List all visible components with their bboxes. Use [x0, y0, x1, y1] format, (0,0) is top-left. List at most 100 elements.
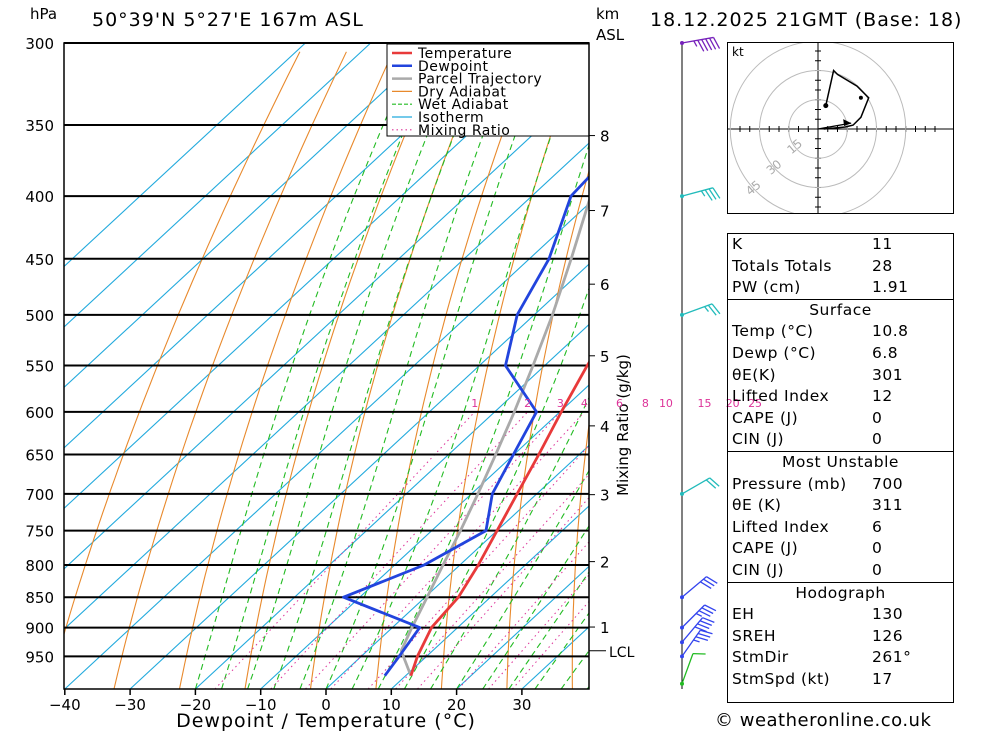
legend-entry: Mixing Ratio — [418, 123, 510, 139]
wind-barb-flag — [701, 39, 709, 51]
wet-adiabat-line — [220, 43, 442, 689]
isotherm-line — [64, 43, 372, 328]
stats-label: EH — [732, 605, 755, 624]
wind-barb-staff — [681, 303, 713, 316]
wind-barb — [680, 604, 717, 630]
wind-barb — [680, 477, 720, 496]
stats-label: K — [732, 235, 743, 253]
dry-adiabat-line — [506, 168, 589, 689]
stats-row: EH 130 — [728, 604, 953, 626]
stats-value: 6.8 — [872, 343, 899, 362]
x-tick-label: −20 — [180, 696, 212, 714]
wind-barb-flag — [706, 576, 718, 584]
pressure-tick-label: 650 — [25, 446, 54, 464]
wet-adiabat-line — [403, 286, 589, 689]
stats-row: Totals Totals 28 — [728, 256, 953, 278]
wind-barb-half-flag — [700, 190, 706, 197]
mixing-ratio-label: 10 — [659, 397, 673, 410]
asl-label: ASL — [596, 26, 625, 44]
stats-row: CAPE (J) 0 — [728, 408, 953, 430]
wind-barb-staff — [681, 576, 707, 598]
wet-adiabat-line — [534, 612, 589, 689]
stats-label: CAPE (J) — [732, 539, 799, 558]
wet-adiabat-line — [430, 396, 589, 689]
wind-barb — [680, 36, 721, 52]
mixing-ratio-line — [458, 541, 589, 689]
legend-entry: Dry Adiabat — [418, 84, 506, 100]
wind-barb-flag — [700, 629, 713, 635]
wind-barb-flag — [697, 39, 705, 52]
km-tick-label: 6 — [600, 276, 610, 294]
stats-value: 261° — [872, 648, 912, 667]
wind-barb-flag — [712, 187, 721, 199]
stats-row: Dewp (°C) 6.8 — [728, 343, 953, 365]
stats-value: 700 — [872, 474, 904, 493]
mixing-ratio-label: 20 — [726, 397, 740, 410]
pressure-tick-label: 400 — [25, 188, 54, 206]
stats-value: 11 — [872, 235, 893, 253]
dry-adiabat-line — [64, 51, 301, 637]
wind-barb — [680, 617, 715, 645]
wind-barb-half-flag — [693, 40, 698, 47]
stats-label: SREH — [732, 626, 777, 645]
wind-barb-staff — [681, 477, 711, 495]
legend-entry: Parcel Trajectory — [418, 72, 542, 88]
hodograph-unit: kt — [732, 45, 744, 59]
dry-adiabat-line — [178, 51, 394, 689]
stats-value: 126 — [872, 626, 904, 645]
wind-barb-flag — [703, 578, 715, 587]
legend-entry: Wet Adiabat — [418, 97, 509, 113]
wind-barb-flag — [705, 479, 717, 489]
legend-entry: Temperature — [417, 46, 512, 62]
isotherm-line — [64, 43, 306, 268]
wet-adiabat-line — [194, 43, 420, 689]
stats-row: θE(K) 301 — [728, 365, 953, 387]
wind-barb-flag — [698, 610, 711, 617]
stats-row: CIN (J) 0 — [728, 560, 953, 582]
stats-value: 311 — [872, 496, 904, 515]
mixing-ratio-line — [330, 411, 585, 689]
wind-barb — [680, 652, 706, 686]
stats-label: Dewp (°C) — [732, 343, 817, 362]
x-tick-label: −10 — [245, 696, 277, 714]
stats-label: CIN (J) — [732, 560, 785, 579]
stats-section-title: Hodograph — [728, 581, 953, 605]
mixing-ratio-label: 15 — [697, 397, 711, 410]
wind-barb-half-flag — [704, 306, 709, 312]
hodograph-ring — [788, 99, 848, 159]
wind-barb-flag — [712, 37, 721, 49]
parcel-trajectory-line — [399, 196, 589, 677]
wind-barb-flag — [708, 188, 717, 200]
km-tick-label: 4 — [600, 418, 610, 436]
mixing-ratio-line — [270, 411, 529, 689]
wind-barb-half-flag — [695, 612, 703, 617]
stats-label: PW (cm) — [732, 278, 801, 297]
stats-value: 0 — [872, 539, 883, 558]
wind-barb-flag — [705, 38, 713, 51]
pressure-unit: hPa — [30, 5, 58, 23]
stats-value: 0 — [872, 560, 883, 579]
pressure-tick-label: 300 — [25, 35, 54, 53]
stats-label: StmSpd (kt) — [732, 669, 831, 688]
pressure-tick-label: 800 — [25, 557, 54, 575]
wind-barb-staff — [681, 653, 694, 684]
wind-barb-staff — [681, 187, 714, 197]
stats-row: Pressure (mb) 700 — [728, 474, 953, 496]
pressure-tick-label: 500 — [25, 307, 54, 325]
wet-adiabat-line — [351, 43, 585, 689]
stats-row: StmSpd (kt) 17 — [728, 669, 953, 691]
wind-barb-flag — [709, 37, 717, 50]
storm-motion-arrowhead — [843, 119, 852, 127]
mixing-ratio-label: 3 — [557, 397, 564, 410]
wind-barb-flag — [700, 581, 712, 589]
x-tick-label: 0 — [321, 696, 331, 714]
km-tick-label: 8 — [600, 128, 610, 146]
wind-barb-flag — [702, 617, 715, 623]
km-tick-label: 7 — [600, 203, 610, 221]
stats-label: θE(K) — [732, 365, 777, 384]
stats-label: Lifted Index — [732, 517, 830, 536]
dry-adiabat-line — [982, 52, 1000, 689]
mixing-ratio-line — [417, 496, 589, 689]
wet-adiabat-line — [508, 571, 589, 689]
dry-adiabat-line — [113, 51, 347, 689]
